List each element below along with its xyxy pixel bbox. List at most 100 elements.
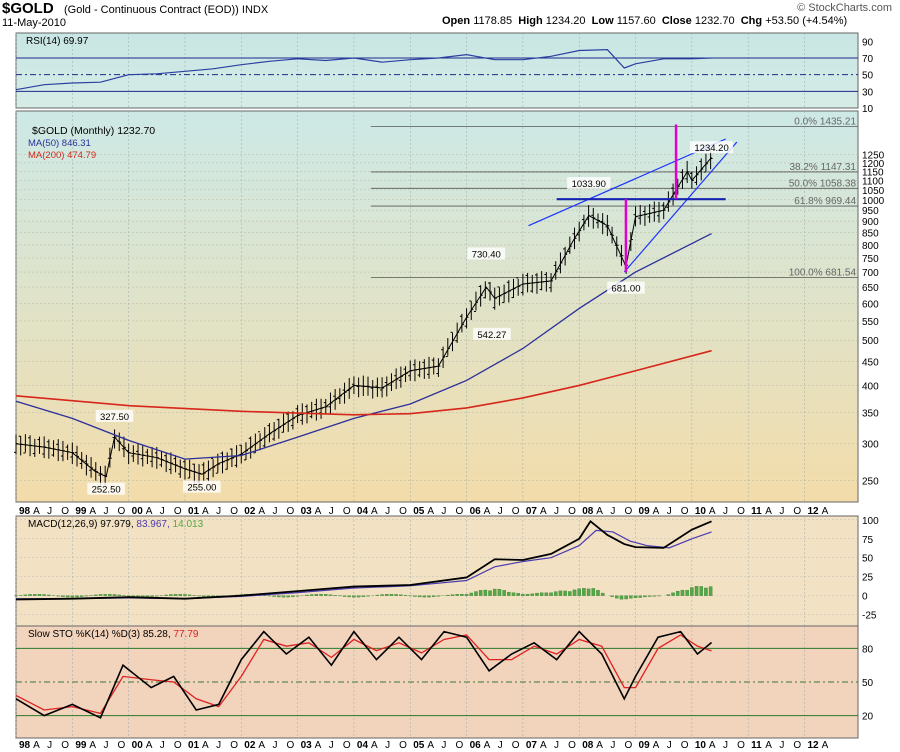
macd-histogram-bar <box>535 592 539 596</box>
macd-histogram-bar <box>169 594 173 596</box>
macd-histogram-bar <box>704 587 708 596</box>
x-axis-tick: O <box>118 506 126 517</box>
macd-line <box>15 519 712 601</box>
price-annotation-box <box>607 281 645 294</box>
chg-value: +53.50 (+4.54%) <box>765 15 848 27</box>
x-axis-tick: O <box>230 506 238 517</box>
macd-histogram-bar <box>309 594 314 596</box>
macd-panel <box>15 515 859 627</box>
fib-label: 50.0% 1058.38 <box>789 178 857 189</box>
x-axis-tick: A <box>427 506 434 517</box>
chg-label: Chg <box>740 15 763 27</box>
macd-histogram-bar <box>582 588 586 596</box>
ma50-line <box>15 233 712 460</box>
price-annotation: 252.50 <box>92 485 121 496</box>
macd-histogram-bar <box>399 594 403 596</box>
macd-histogram-bar <box>478 590 483 596</box>
macd-histogram-bar <box>619 595 624 600</box>
x-axis-tick: O <box>512 506 520 517</box>
open-label: Open <box>442 15 471 27</box>
price-tick-label: 950 <box>862 206 879 217</box>
macd-histogram-bar <box>624 595 628 600</box>
price-annotation-box <box>183 480 221 493</box>
price-tick-label: 650 <box>862 283 879 294</box>
macd-histogram-bar <box>380 594 384 596</box>
x-axis-tick: A <box>89 506 96 517</box>
macd-tick-label: 75 <box>862 535 874 546</box>
x-axis-tick: 09 <box>639 740 651 751</box>
x-axis-tick: J <box>160 740 165 751</box>
x-axis-tick: A <box>146 740 153 751</box>
high-label: High <box>518 15 543 27</box>
macd-histogram-bar <box>680 589 685 596</box>
sto-d-line <box>15 634 712 715</box>
price-tick-label: 600 <box>862 299 879 310</box>
price-annotation: 1234.20 <box>694 143 728 154</box>
low-label: Low <box>591 15 614 27</box>
macd-histogram-bar <box>173 594 178 596</box>
price-tick-label: 250 <box>862 477 879 488</box>
price-annotation-box <box>567 177 611 190</box>
x-axis-tick: O <box>737 740 745 751</box>
macd-histogram-bar <box>103 594 107 596</box>
rsi-tick-label: 70 <box>862 54 874 65</box>
macd-histogram-bar <box>61 595 65 597</box>
x-axis-tick: O <box>174 506 182 517</box>
macd-histogram-bar <box>178 594 183 596</box>
sto-label: Slow STO %K(14) %D(3) <box>28 629 143 640</box>
x-axis-tick: 08 <box>582 506 594 517</box>
price-tick-label: 300 <box>862 440 879 451</box>
macd-histogram-bar <box>389 593 394 596</box>
macd-histogram-bar <box>98 594 103 596</box>
macd-histogram-bar <box>699 586 703 596</box>
macd-histogram-bar <box>549 592 553 596</box>
macd-histogram-bar <box>647 595 652 597</box>
low-value: 1157.60 <box>616 15 656 27</box>
x-axis-tick: J <box>667 506 672 517</box>
macd-histogram-bar <box>47 594 51 596</box>
macd-histogram-bar <box>558 590 563 596</box>
sto-k-line <box>15 630 713 719</box>
rsi-tick-label: 10 <box>862 104 874 115</box>
x-axis-tick: O <box>287 740 295 751</box>
rsi-tick-label: 50 <box>862 71 874 82</box>
macd-histogram-bar <box>530 593 535 596</box>
macd-histogram-bar <box>272 595 276 597</box>
x-axis-tick: O <box>793 506 801 517</box>
price-panel <box>15 110 859 503</box>
macd-value: 97.979, <box>100 519 136 530</box>
price-tick-label: 700 <box>862 268 879 279</box>
macd-histogram-bar <box>492 588 497 596</box>
x-axis-tick: A <box>484 506 491 517</box>
fib-label: 38.2% 1147.31 <box>789 162 856 173</box>
fib-label: 100.0% 681.54 <box>789 267 857 278</box>
x-axis-tick: A <box>540 506 547 517</box>
x-axis-tick: J <box>667 740 672 751</box>
macd-histogram-bar <box>295 595 300 597</box>
x-axis-tick: J <box>723 506 728 517</box>
rsi-panel <box>15 32 859 109</box>
x-axis-tick: 10 <box>695 740 707 751</box>
x-axis-tick: 02 <box>244 506 256 517</box>
x-axis-tick: O <box>512 740 520 751</box>
macd-histogram-bar <box>65 595 70 598</box>
price-annotation: 1033.90 <box>572 179 606 190</box>
x-axis-tick: 02 <box>244 740 256 751</box>
macd-label: MACD(12,26,9) <box>28 519 100 530</box>
macd-histogram-bar <box>324 594 328 596</box>
price-tick-label: 450 <box>862 358 879 369</box>
x-axis-tick: 11 <box>751 740 762 751</box>
macd-histogram-bar <box>33 594 37 596</box>
x-axis-tick: 01 <box>188 740 200 751</box>
macd-histogram-bar <box>652 595 657 597</box>
x-axis-tick: J <box>329 506 334 517</box>
macd-histogram-bar <box>319 593 323 596</box>
macd-histogram-bar <box>352 595 356 598</box>
x-axis-tick: A <box>653 506 660 517</box>
x-axis-tick: J <box>779 506 784 517</box>
macd-histogram-bar <box>75 595 79 598</box>
macd-histogram-bar <box>108 594 112 596</box>
x-axis-tick: J <box>554 506 559 517</box>
macd-histogram-bar <box>525 593 530 596</box>
x-axis-tick: A <box>822 740 829 751</box>
